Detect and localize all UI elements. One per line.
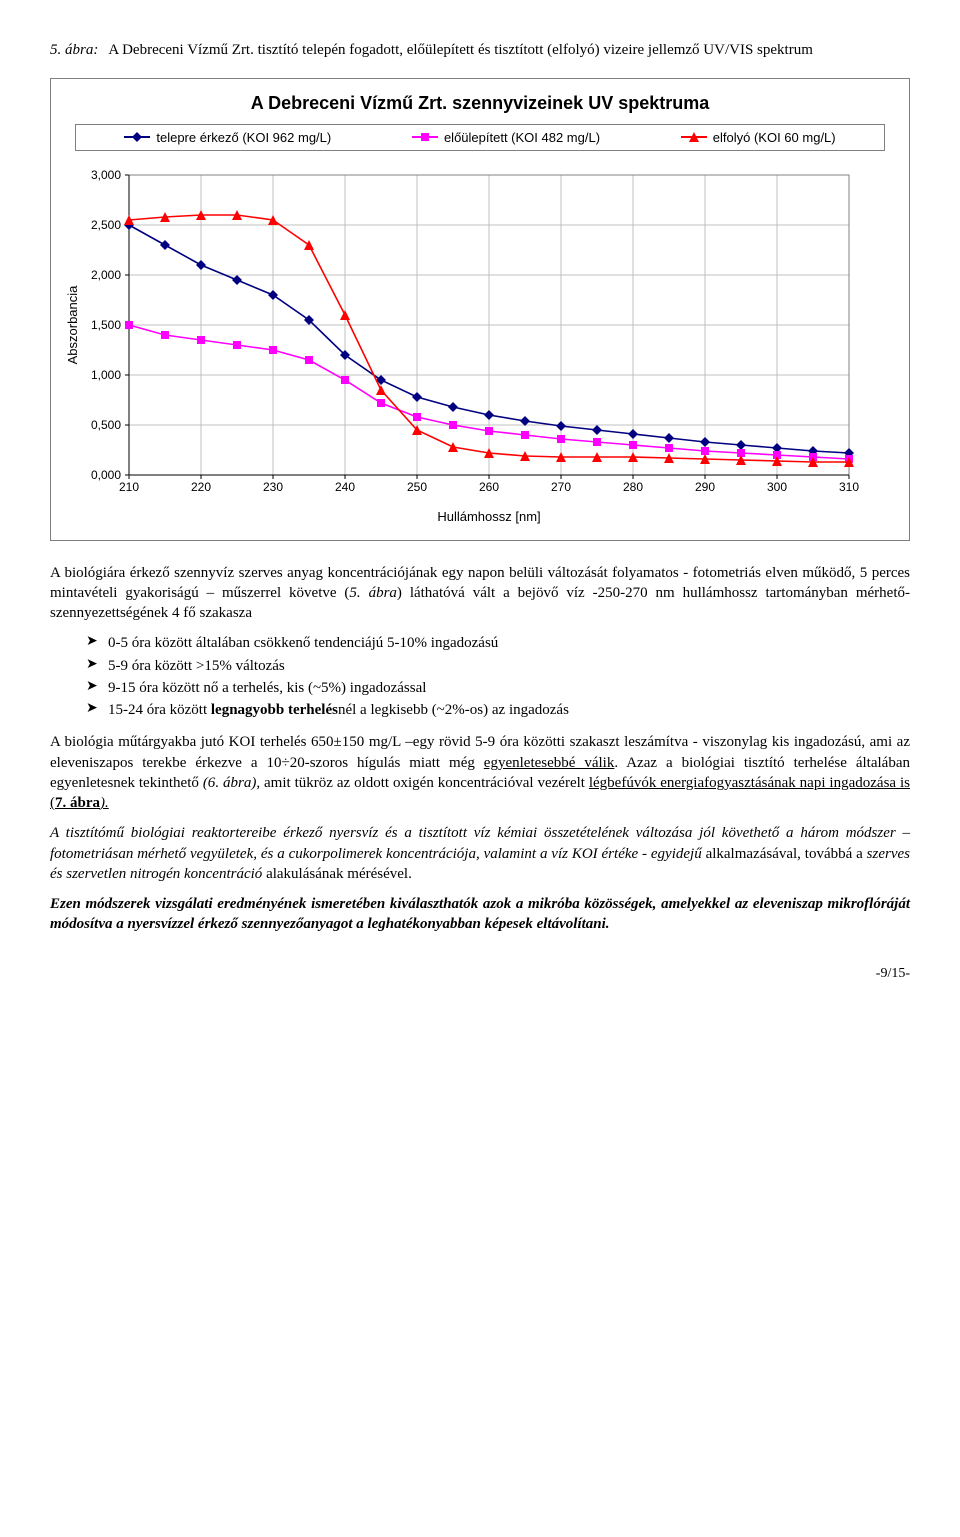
svg-text:290: 290 bbox=[695, 480, 715, 494]
svg-text:280: 280 bbox=[623, 480, 643, 494]
svg-text:0,000: 0,000 bbox=[91, 468, 121, 482]
svg-text:240: 240 bbox=[335, 480, 355, 494]
paragraph-3: A tisztítómű biológiai reaktortereibe ér… bbox=[50, 823, 910, 884]
page-number: -9/15- bbox=[50, 965, 910, 984]
bullet-list: 0-5 óra között általában csökkenő tenden… bbox=[50, 633, 910, 720]
legend-label: telepre érkező (KOI 962 mg/L) bbox=[156, 129, 331, 147]
svg-text:1,000: 1,000 bbox=[91, 368, 121, 382]
svg-text:250: 250 bbox=[407, 480, 427, 494]
svg-text:2,500: 2,500 bbox=[91, 218, 121, 232]
figure-caption-text: A Debreceni Vízmű Zrt. tisztító telepén … bbox=[108, 40, 813, 60]
svg-text:260: 260 bbox=[479, 480, 499, 494]
figure-label: 5. ábra: bbox=[50, 40, 98, 60]
svg-text:1,500: 1,500 bbox=[91, 318, 121, 332]
list-item: 15-24 óra között legnagyobb terhelésnél … bbox=[86, 700, 910, 720]
figure-ref-7: 7. ábra bbox=[55, 795, 100, 811]
text: nél a legkisebb (~2%-os) az ingadozás bbox=[338, 702, 569, 718]
list-item: 9-15 óra között nő a terhelés, kis (~5%)… bbox=[86, 678, 910, 698]
figure-caption: 5. ábra: A Debreceni Vízmű Zrt. tisztító… bbox=[50, 40, 910, 60]
svg-text:300: 300 bbox=[767, 480, 787, 494]
text: , amit tükröz az oldott oxigén koncentrá… bbox=[256, 775, 589, 791]
text: 15-24 óra között bbox=[108, 702, 211, 718]
legend-marker-icon bbox=[412, 130, 438, 144]
text-italic: ). bbox=[100, 795, 109, 811]
text-italic: . ábra) bbox=[215, 775, 256, 791]
paragraph-4: Ezen módszerek vizsgálati eredményének i… bbox=[50, 894, 910, 935]
svg-text:3,000: 3,000 bbox=[91, 168, 121, 182]
text: alkalmazásával, továbbá a bbox=[706, 846, 863, 862]
list-item: 0-5 óra között általában csökkenő tenden… bbox=[86, 633, 910, 653]
legend-marker-icon bbox=[124, 130, 150, 144]
svg-text:310: 310 bbox=[839, 480, 859, 494]
text: alakulásának mérésével. bbox=[266, 866, 412, 882]
svg-text:220: 220 bbox=[191, 480, 211, 494]
paragraph-2: A biológia műtárgyakba jutó KOI terhelés… bbox=[50, 732, 910, 813]
text-bold: legnagyobb terhelés bbox=[211, 702, 338, 718]
legend-item: előülepített (KOI 482 mg/L) bbox=[412, 129, 600, 147]
chart-container: A Debreceni Vízmű Zrt. szennyvizeinek UV… bbox=[50, 78, 910, 540]
chart-legend: telepre érkező (KOI 962 mg/L) előülepítet… bbox=[75, 124, 885, 152]
svg-text:2,000: 2,000 bbox=[91, 268, 121, 282]
svg-text:210: 210 bbox=[119, 480, 139, 494]
paragraph-1: A biológiára érkező szennyvíz szerves an… bbox=[50, 563, 910, 624]
svg-text:Abszorbancia: Abszorbancia bbox=[65, 285, 80, 365]
chart-plot: 0,000 0,500 1,000 1,500 2,000 2,500 3,000 210 22… bbox=[59, 157, 901, 532]
figure-ref-5: 5. ábra bbox=[349, 585, 397, 601]
svg-text:Hullámhossz [nm]: Hullámhossz [nm] bbox=[437, 509, 540, 524]
chart-title: A Debreceni Vízmű Zrt. szennyvizeinek UV… bbox=[59, 91, 901, 115]
text-underline: egyenletesebbé válik bbox=[484, 755, 615, 771]
legend-label: elfolyó (KOI 60 mg/L) bbox=[713, 129, 836, 147]
list-item: 5-9 óra között >15% változás bbox=[86, 656, 910, 676]
legend-label: előülepített (KOI 482 mg/L) bbox=[444, 129, 600, 147]
svg-text:0,500: 0,500 bbox=[91, 418, 121, 432]
svg-text:270: 270 bbox=[551, 480, 571, 494]
legend-marker-icon bbox=[681, 130, 707, 144]
svg-text:230: 230 bbox=[263, 480, 283, 494]
figure-ref-6: (6 bbox=[203, 775, 216, 791]
legend-item: elfolyó (KOI 60 mg/L) bbox=[681, 129, 836, 147]
legend-item: telepre érkező (KOI 962 mg/L) bbox=[124, 129, 331, 147]
